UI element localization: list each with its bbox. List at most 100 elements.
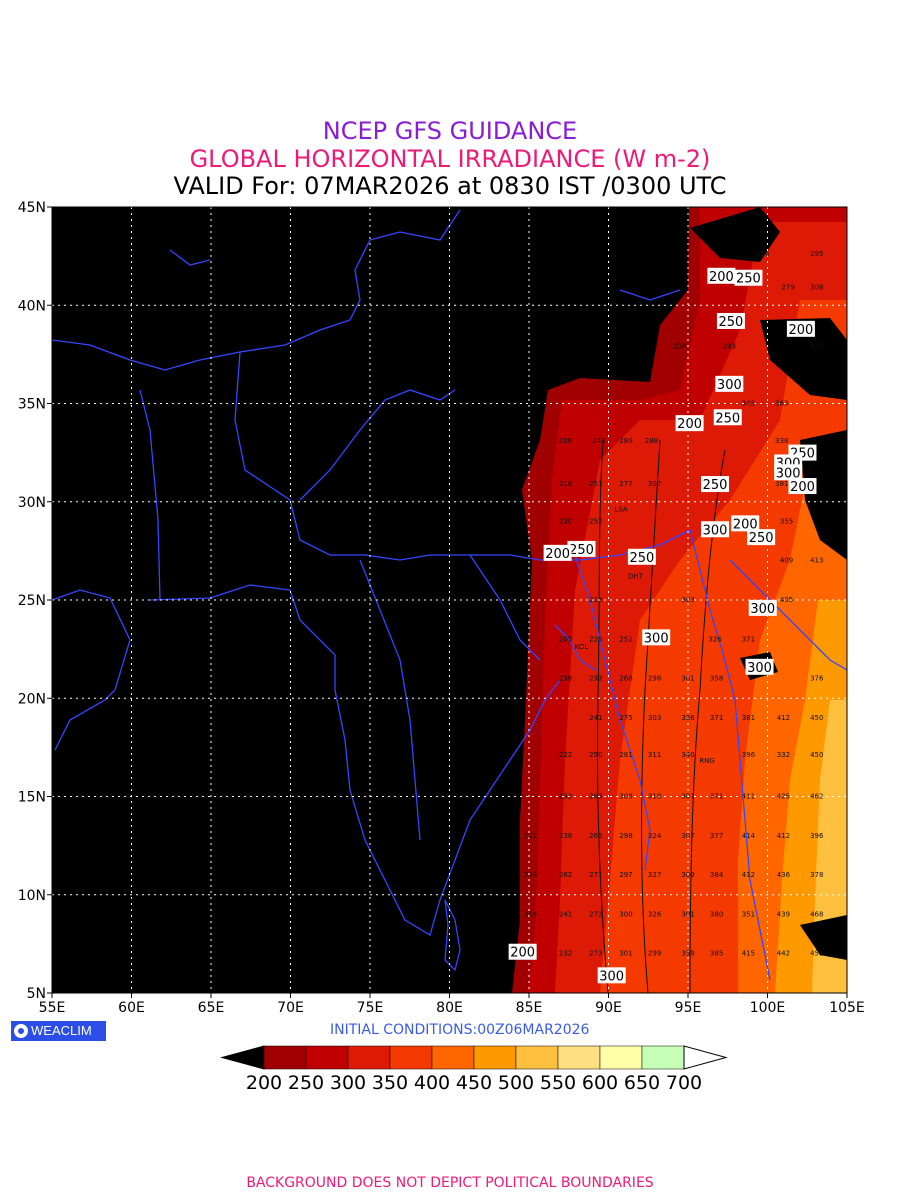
grid-value: 303 [681, 596, 694, 604]
contour-label-box [715, 375, 744, 392]
contour-label-box [627, 548, 656, 565]
grid-value: 318 [648, 793, 661, 801]
lat-tick-label: 20N [18, 691, 46, 707]
contour-label-box [731, 515, 760, 532]
grid-value: 307 [681, 793, 694, 801]
grid-value: 363 [775, 400, 788, 408]
contour-label: 200 [510, 946, 535, 961]
grid-value: 301 [681, 910, 694, 918]
grid-value: 371 [710, 714, 723, 722]
grid-value: 238 [559, 832, 572, 840]
colorbar-label: 450 [456, 1072, 492, 1094]
contour-label-box [716, 312, 745, 329]
grid-value: 252 [619, 635, 632, 643]
grid-value: 381 [775, 480, 788, 488]
grid-value: 384 [710, 871, 724, 879]
place-label: RNG [699, 757, 715, 765]
grid-value: 232 [559, 950, 572, 958]
grid-value: 298 [648, 675, 661, 683]
grid-value: 297 [619, 871, 632, 879]
colorbar-label: 600 [582, 1072, 618, 1094]
contour-label-box [734, 269, 763, 286]
coastlines [52, 209, 847, 981]
grid-value: 301 [619, 950, 632, 958]
contour-label: 300 [717, 378, 742, 393]
contour-label: 300 [747, 661, 772, 676]
lat-tick-label: 30N [18, 495, 46, 511]
grid-value: 311 [648, 751, 661, 759]
grid-value: 293 [723, 343, 736, 351]
logo-globe-icon [14, 1024, 28, 1038]
grid-value: 451 [810, 950, 823, 958]
grid-value: 376 [810, 675, 824, 683]
grid-value: 243 [592, 437, 605, 445]
contour-label: 300 [750, 602, 775, 617]
grid-value: 414 [742, 832, 756, 840]
grid-value: 273 [589, 950, 602, 958]
grid-value: 371 [710, 793, 723, 801]
grid-value: 225 [589, 635, 602, 643]
grid-value: 327 [648, 871, 661, 879]
title-line-2: GLOBAL HORIZONTAL IRRADIANCE (W m-2) [189, 145, 711, 173]
grid-value: 425 [777, 793, 790, 801]
colorbar-label: 400 [414, 1072, 450, 1094]
grid-value: 265 [589, 832, 602, 840]
grid-value: 268 [619, 675, 632, 683]
lon-tick-label: 60E [118, 1000, 145, 1016]
grid-value: 206 [559, 437, 573, 445]
contour-label-box [701, 521, 730, 538]
grid-value: 241 [559, 910, 572, 918]
latitude-ticks: 5N 10N 15N 20N 25N 30N 35N 40N 45N [18, 200, 52, 1002]
contour-label: 300 [644, 631, 669, 646]
contour-label: 250 [629, 551, 654, 566]
grid-value: 345 [742, 400, 755, 408]
lon-tick-label: 85E [516, 1000, 543, 1016]
grid-value: 355 [780, 517, 793, 525]
grid-value: 326 [648, 910, 662, 918]
grid-value: 468 [810, 910, 823, 918]
grid-value: 298 [619, 832, 632, 840]
grid-value: 385 [710, 950, 723, 958]
contour-label-box [508, 943, 537, 960]
grid-value: 359 [681, 950, 694, 958]
grid-value: 218 [559, 480, 572, 488]
lon-tick-label: 70E [277, 1000, 304, 1016]
lon-tick-label: 100E [750, 1000, 786, 1016]
grid-value: 271 [589, 871, 602, 879]
contour-label: 250 [719, 315, 744, 330]
lat-tick-label: 5N [27, 986, 46, 1002]
contour-label-box [567, 540, 596, 557]
contour-label-box [788, 478, 817, 495]
grid-value: 380 [710, 910, 723, 918]
place-label: LSA [615, 506, 628, 514]
place-label: KOL [575, 643, 589, 651]
grid-value: 309 [681, 871, 694, 879]
contour-label: 300 [703, 523, 728, 538]
grid-value: 411 [742, 793, 755, 801]
contour-label: 250 [569, 543, 594, 558]
grid-value: 263 [589, 793, 602, 801]
contour-label: 300 [599, 969, 624, 984]
contour-label-box [707, 267, 736, 284]
grid-value: 415 [742, 950, 755, 958]
lat-tick-label: 45N [18, 200, 46, 216]
contour-label: 200 [677, 417, 702, 432]
contour-label: 250 [736, 272, 761, 287]
grid-value: 462 [810, 793, 823, 801]
lat-tick-label: 10N [18, 888, 46, 904]
grid-value: 412 [777, 832, 790, 840]
contour-label: 200 [545, 547, 570, 562]
contour-label-box [713, 409, 742, 426]
contour-label: 200 [733, 517, 758, 532]
lon-tick-label: 75E [357, 1000, 384, 1016]
contour-label: 250 [749, 531, 774, 546]
grid-value: 378 [810, 871, 823, 879]
contour-label-box [747, 529, 776, 546]
colorbar-label: 300 [330, 1072, 366, 1094]
grid-value: 288 [619, 437, 632, 445]
grid-value: 409 [780, 557, 793, 565]
lon-tick-label: 80E [436, 1000, 463, 1016]
grid-value: 450 [810, 714, 823, 722]
contour-label: 200 [709, 270, 734, 285]
